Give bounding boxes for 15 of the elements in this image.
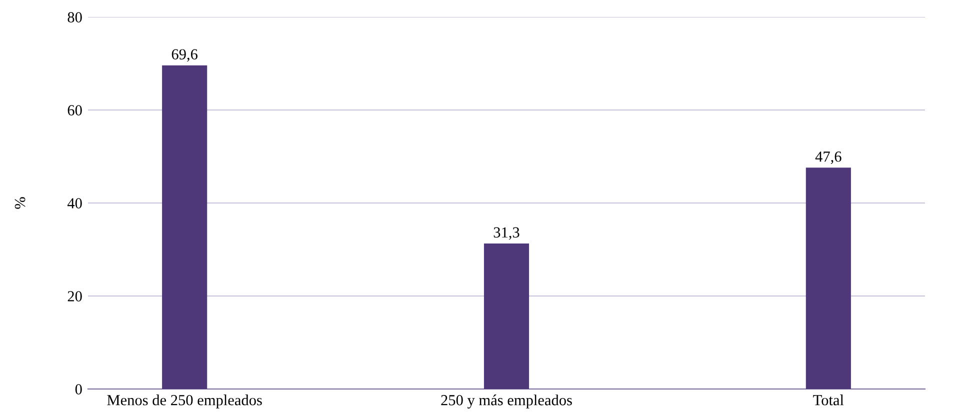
y-tick-label: 40 xyxy=(67,198,82,208)
data-label: 31,3 xyxy=(494,227,520,240)
bar xyxy=(162,65,208,389)
x-tick-label: 250 y más empleados xyxy=(441,394,572,408)
data-label: 47,6 xyxy=(815,152,842,164)
y-axis-title: % xyxy=(14,197,26,209)
bar xyxy=(806,168,851,389)
y-tick-label: 60 xyxy=(68,105,82,116)
x-tick-label: Total xyxy=(813,394,844,406)
y-tick-label: 20 xyxy=(68,291,82,302)
y-tick-label: 0 xyxy=(75,384,82,394)
x-tick-label: Menos de 250 empleados xyxy=(107,394,262,408)
y-tick-label: 80 xyxy=(68,12,82,22)
data-label: 69,6 xyxy=(172,49,198,62)
bar xyxy=(484,243,530,389)
